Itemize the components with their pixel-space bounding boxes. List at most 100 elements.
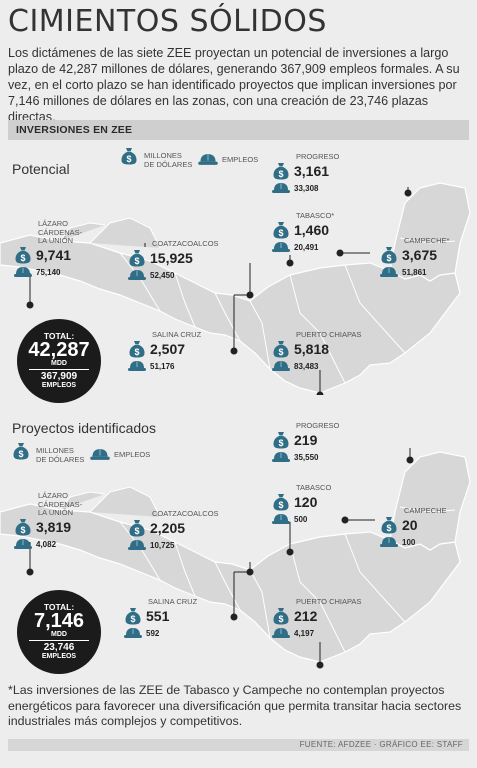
- zone-tabasco: TABASCO* 1,460 20,491: [272, 211, 352, 255]
- zone-investment: 15,925: [150, 249, 193, 266]
- zone-puerto-chiapas: PUERTO CHIAPAS 5,818 83,483: [272, 330, 362, 374]
- zone-jobs: 75,140: [36, 267, 61, 277]
- zone-jobs: 51,861: [402, 267, 427, 277]
- zone-name: SALINA CRUZ: [148, 597, 198, 606]
- zone-name-line-1: LÁZARO: [38, 219, 69, 228]
- zone-lazaro-cardenas: LÁZARO CÁRDENAS- LA UNIÓN 9,741 75,140: [14, 219, 94, 280]
- zone-salina-cruz: SALINA CRUZ 2,507 51,176: [128, 330, 218, 374]
- money-bag-icon: [129, 519, 145, 536]
- legend-money-label-2: DE DÓLARES: [144, 160, 193, 169]
- panel-potencial: Potencial MILLONES DE DÓLARES EMPLEOS PR…: [0, 145, 477, 403]
- zone-name-line-2: CÁRDENAS-: [38, 499, 83, 509]
- zone-name: SALINA CRUZ: [152, 330, 202, 339]
- zone-name: PROGRESO: [296, 421, 340, 430]
- panel-identificados: Proyectos identificados MILLONES DE DÓLA…: [0, 412, 477, 674]
- money-bag-icon: [273, 607, 289, 624]
- hardhat-icon: [128, 269, 146, 280]
- section-label: INVERSIONES EN ZEE: [16, 124, 133, 136]
- legend-jobs-label: EMPLEOS: [222, 155, 259, 164]
- money-bag-icon: [273, 221, 289, 238]
- hardhat-icon: [380, 266, 398, 277]
- hardhat-icon: [272, 182, 290, 193]
- total-circle-potencial: TOTAL: 42,287 MDD 367,909 EMPLEOS: [17, 319, 101, 403]
- hardhat-icon: [272, 360, 290, 371]
- zone-investment: 1,460: [294, 221, 330, 238]
- zone-investment: 3,819: [36, 518, 72, 535]
- money-bag-icon: [381, 516, 397, 533]
- zone-campeche: CAMPECHE 20 100: [380, 506, 460, 550]
- hardhat-icon: [128, 360, 146, 371]
- hardhat-icon: [380, 536, 398, 547]
- money-bag-icon: [15, 518, 31, 535]
- zone-investment: 120: [294, 493, 318, 510]
- zone-investment: 20: [402, 516, 418, 533]
- zone-jobs: 83,483: [294, 361, 319, 371]
- money-bag-icon: [13, 443, 29, 460]
- total-jobs: 367,909: [40, 371, 78, 382]
- zone-investment: 2,507: [150, 340, 186, 357]
- zone-investment: 2,205: [150, 519, 186, 536]
- hardhat-icon: [124, 627, 142, 638]
- zone-investment: 3,675: [402, 246, 438, 263]
- zone-jobs: 592: [146, 628, 160, 638]
- zone-progreso: PROGRESO 219 35,550: [272, 421, 352, 465]
- zone-investment: 551: [146, 607, 170, 624]
- total-unit: MDD: [51, 360, 67, 367]
- map-potencial: [0, 182, 471, 395]
- panel-title-identificados: Proyectos identificados: [12, 420, 156, 436]
- zone-investment: 3,161: [294, 162, 330, 179]
- money-bag-icon: [273, 493, 289, 510]
- hardhat-icon: [198, 154, 218, 165]
- hardhat-icon: [90, 449, 110, 460]
- zone-investment: 5,818: [294, 340, 330, 357]
- legend-jobs-label: EMPLEOS: [114, 450, 151, 459]
- zone-name-line-2: CÁRDENAS-: [38, 227, 83, 237]
- total-unit: MDD: [51, 631, 67, 638]
- zone-name: PUERTO CHIAPAS: [296, 597, 362, 606]
- zone-name-line-3: LA UNIÓN: [38, 236, 74, 245]
- zone-name: TABASCO: [296, 483, 332, 492]
- zone-name: CAMPECHE: [404, 506, 447, 515]
- total-amount: 7,146: [33, 610, 85, 632]
- zone-jobs: 10,725: [150, 540, 175, 550]
- zone-jobs: 4,197: [294, 628, 315, 638]
- zone-puerto-chiapas: PUERTO CHIAPAS 212 4,197: [272, 597, 362, 641]
- zone-coatzacoalcos: COATZACOALCOS 15,925 52,450: [128, 239, 228, 283]
- zone-jobs: 52,450: [150, 270, 175, 280]
- legend-money-label-2: DE DÓLARES: [36, 455, 85, 464]
- money-bag-icon: [381, 246, 397, 263]
- zone-coatzacoalcos: COATZACOALCOS 2,205 10,725: [128, 509, 228, 553]
- footnote: *Las inversiones de las ZEE de Tabasco y…: [8, 683, 462, 728]
- zone-jobs: 4,082: [36, 539, 57, 549]
- zone-name: PROGRESO: [296, 152, 340, 161]
- zone-jobs: 35,550: [294, 452, 319, 462]
- zone-jobs: 33,308: [294, 183, 319, 193]
- zone-campeche: CAMPECHE* 3,675 51,861: [380, 236, 465, 280]
- money-bag-icon: [273, 340, 289, 357]
- zone-name: COATZACOALCOS: [152, 509, 219, 518]
- money-bag-icon: [15, 246, 31, 263]
- zone-jobs: 500: [294, 514, 308, 524]
- money-bag-icon: [129, 249, 145, 266]
- legend-money-label-1: MILLONES: [144, 151, 182, 160]
- hardhat-icon: [272, 513, 290, 524]
- total-jobs-unit: EMPLEOS: [41, 382, 77, 389]
- total-divider: [29, 640, 89, 641]
- zone-jobs: 100: [402, 537, 416, 547]
- total-divider: [29, 369, 89, 370]
- zone-lazaro-cardenas: LÁZARO CÁRDENAS- LA UNIÓN 3,819 4,082: [14, 491, 94, 552]
- hardhat-icon: [272, 627, 290, 638]
- total-label: TOTAL:: [43, 602, 75, 612]
- zone-jobs: 51,176: [150, 361, 175, 371]
- source-credit: FUENTE: AFDZEE · GRÁFICO EE: STAFF: [299, 740, 463, 749]
- money-bag-icon: [125, 607, 141, 624]
- money-bag-icon: [273, 431, 289, 448]
- zone-salina-cruz: SALINA CRUZ 551 592: [124, 597, 214, 641]
- zone-investment: 212: [294, 607, 318, 624]
- zone-investment: 219: [294, 431, 318, 448]
- hardhat-icon: [128, 539, 146, 550]
- zone-progreso: PROGRESO 3,161 33,308: [272, 152, 352, 196]
- section-header: INVERSIONES EN ZEE: [8, 120, 469, 140]
- total-circle-identificados: TOTAL: 7,146 MDD 23,746 EMPLEOS: [17, 590, 101, 674]
- map-identificados: [0, 448, 471, 669]
